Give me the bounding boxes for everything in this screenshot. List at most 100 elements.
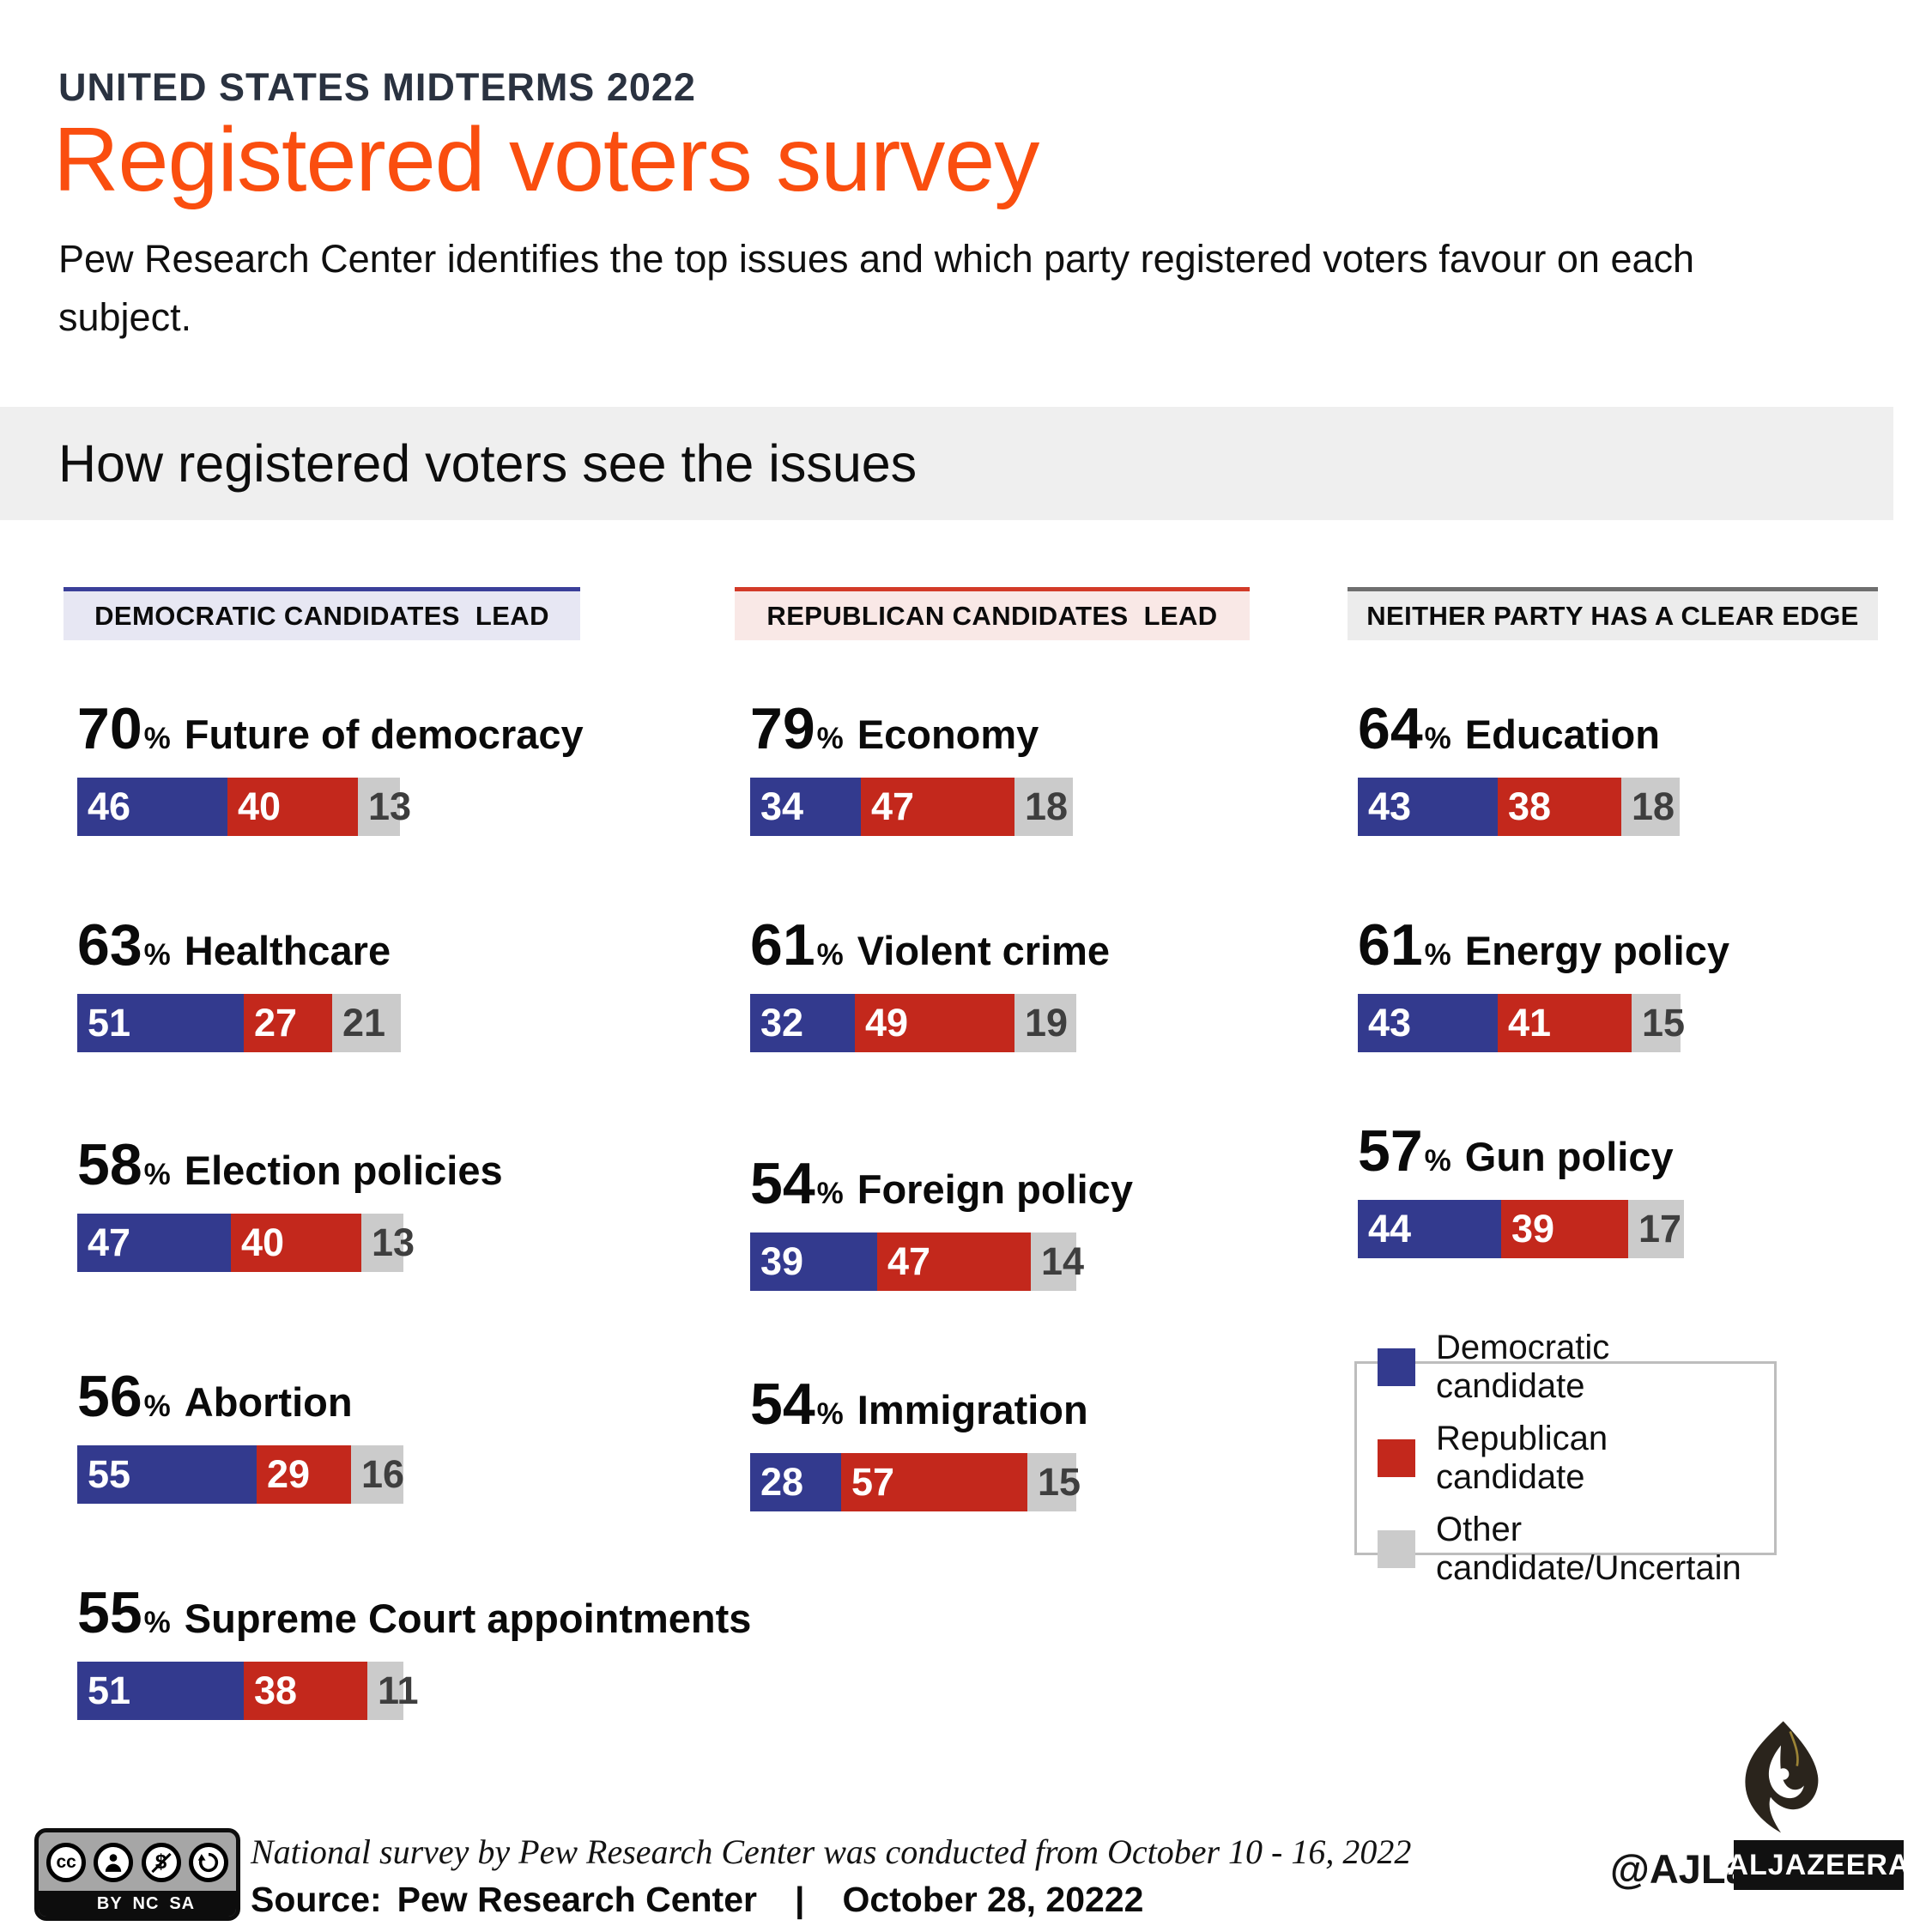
issue-name: Foreign policy — [857, 1166, 1133, 1212]
legend-label: Other candidate/Uncertain — [1436, 1511, 1741, 1587]
percent-sign: % — [816, 938, 844, 972]
percent-sign: % — [1424, 1144, 1451, 1178]
issue-importance-pct: 61 — [750, 912, 815, 978]
bar-segment-other: 13 — [361, 1214, 415, 1272]
issue-headline: 54% Foreign policy — [750, 1150, 1133, 1216]
bar-segment-democrat: 43 — [1358, 778, 1498, 836]
issue-item: 61% Violent crime 32 49 19 — [750, 911, 1110, 1052]
issue-headline: 56% Abortion — [77, 1363, 403, 1429]
bar-segment-democrat: 51 — [77, 994, 244, 1052]
bar-segment-democrat: 44 — [1358, 1200, 1501, 1258]
bar-segment-other: 15 — [1027, 1453, 1081, 1511]
percent-sign: % — [143, 1158, 171, 1191]
stacked-bar: 47 40 13 — [77, 1214, 503, 1272]
source-line: Source: Pew Research Center | October 28… — [251, 1880, 1143, 1920]
bar-segment-democrat: 28 — [750, 1453, 841, 1511]
bar-segment-other: 14 — [1031, 1232, 1084, 1291]
issue-item: 55% Supreme Court appointments 51 38 11 — [77, 1579, 751, 1720]
issue-item: 54% Foreign policy 39 47 14 — [750, 1150, 1133, 1291]
cc-by-person-icon — [94, 1843, 134, 1882]
stacked-bar: 43 41 15 — [1358, 994, 1729, 1052]
bar-segment-democrat: 39 — [750, 1232, 877, 1291]
bar-segment-other: 19 — [1014, 994, 1076, 1052]
cc-sa-label: SA — [169, 1893, 196, 1913]
bar-segment-democrat: 55 — [77, 1445, 257, 1504]
bar-segment-republican: 47 — [877, 1232, 1031, 1291]
issue-headline: 54% Immigration — [750, 1371, 1088, 1437]
stacked-bar: 51 27 21 — [77, 994, 401, 1052]
issue-importance-pct: 54 — [750, 1151, 815, 1216]
legend-label: Republican candidate — [1436, 1420, 1608, 1496]
issue-name: Election policies — [184, 1148, 503, 1193]
issue-headline: 61% Energy policy — [1358, 911, 1729, 978]
stacked-bar: 46 40 13 — [77, 778, 584, 836]
bar-segment-republican: 49 — [855, 994, 1014, 1052]
bar-segment-other: 16 — [351, 1445, 404, 1504]
percent-sign: % — [816, 1177, 844, 1210]
issue-name: Economy — [857, 712, 1039, 757]
issue-headline: 61% Violent crime — [750, 911, 1111, 978]
bar-segment-republican: 39 — [1501, 1200, 1628, 1258]
legend-row-democrat: Democratic candidate — [1378, 1329, 1753, 1406]
bar-segment-republican: 41 — [1498, 994, 1632, 1052]
issue-importance-pct: 58 — [77, 1132, 142, 1197]
cc-icon: cc — [46, 1843, 87, 1882]
cc-by-label: BY — [96, 1893, 123, 1913]
stacked-bar: 39 47 14 — [750, 1232, 1133, 1291]
issue-item: 64% Education 43 38 18 — [1358, 695, 1680, 836]
source-name: Pew Research Center — [397, 1880, 757, 1919]
issue-headline: 58% Election policies — [77, 1131, 503, 1197]
cc-sa-icon — [188, 1843, 228, 1882]
democrat-swatch — [1378, 1348, 1415, 1386]
bar-segment-republican: 27 — [244, 994, 332, 1052]
column-header-label: REPUBLICAN CANDIDATES LEAD — [766, 600, 1218, 631]
issue-name: Violent crime — [857, 928, 1111, 973]
bar-segment-other: 18 — [1621, 778, 1680, 836]
column-header-label: NEITHER PARTY HAS A CLEAR EDGE — [1366, 600, 1859, 631]
percent-sign: % — [816, 722, 844, 755]
bar-segment-democrat: 34 — [750, 778, 861, 836]
cc-nc-label: NC — [132, 1893, 160, 1913]
bar-segment-democrat: 46 — [77, 778, 227, 836]
legend-row-republican: Republican candidate — [1378, 1420, 1753, 1497]
issue-importance-pct: 61 — [1358, 912, 1423, 978]
aljazeera-wordmark: ALJAZEERA — [1727, 1840, 1910, 1890]
page-title: Registered voters survey — [53, 109, 1039, 210]
stacked-bar: 28 57 15 — [750, 1453, 1088, 1511]
column-header-label: DEMOCRATIC CANDIDATES LEAD — [94, 600, 549, 631]
issue-headline: 55% Supreme Court appointments — [77, 1579, 752, 1645]
section-heading: How registered voters see the issues — [58, 434, 918, 493]
issue-name: Healthcare — [184, 928, 391, 973]
stacked-bar: 51 38 11 — [77, 1662, 751, 1720]
issue-headline: 63% Healthcare — [77, 911, 401, 978]
issue-headline: 64% Education — [1358, 695, 1680, 761]
percent-sign: % — [143, 722, 171, 755]
bar-segment-other: 17 — [1628, 1200, 1684, 1258]
issue-importance-pct: 56 — [77, 1364, 142, 1429]
issue-importance-pct: 57 — [1358, 1118, 1423, 1184]
issue-importance-pct: 64 — [1358, 696, 1423, 761]
percent-sign: % — [143, 1606, 171, 1639]
publish-date: October 28, 20222 — [842, 1880, 1144, 1919]
issue-name: Supreme Court appointments — [184, 1596, 752, 1641]
other-swatch — [1378, 1530, 1415, 1568]
bar-segment-republican: 57 — [841, 1453, 1027, 1511]
section-band: How registered voters see the issues — [0, 407, 1893, 520]
issue-item: 63% Healthcare 51 27 21 — [77, 911, 401, 1052]
bar-segment-democrat: 51 — [77, 1662, 244, 1720]
issue-name: Immigration — [857, 1387, 1088, 1432]
percent-sign: % — [143, 1390, 171, 1423]
bar-segment-republican: 40 — [231, 1214, 361, 1272]
stacked-bar: 43 38 18 — [1358, 778, 1680, 836]
bar-segment-republican: 47 — [861, 778, 1014, 836]
issue-importance-pct: 70 — [77, 696, 142, 761]
bar-segment-other: 15 — [1632, 994, 1685, 1052]
bar-segment-other: 13 — [358, 778, 411, 836]
percent-sign: % — [1424, 722, 1451, 755]
bar-segment-other: 18 — [1014, 778, 1073, 836]
legend: Democratic candidate Republican candidat… — [1354, 1329, 1777, 1587]
issue-importance-pct: 63 — [77, 912, 142, 978]
issue-name: Energy policy — [1464, 928, 1729, 973]
cc-nc-icon: $ — [141, 1843, 181, 1882]
